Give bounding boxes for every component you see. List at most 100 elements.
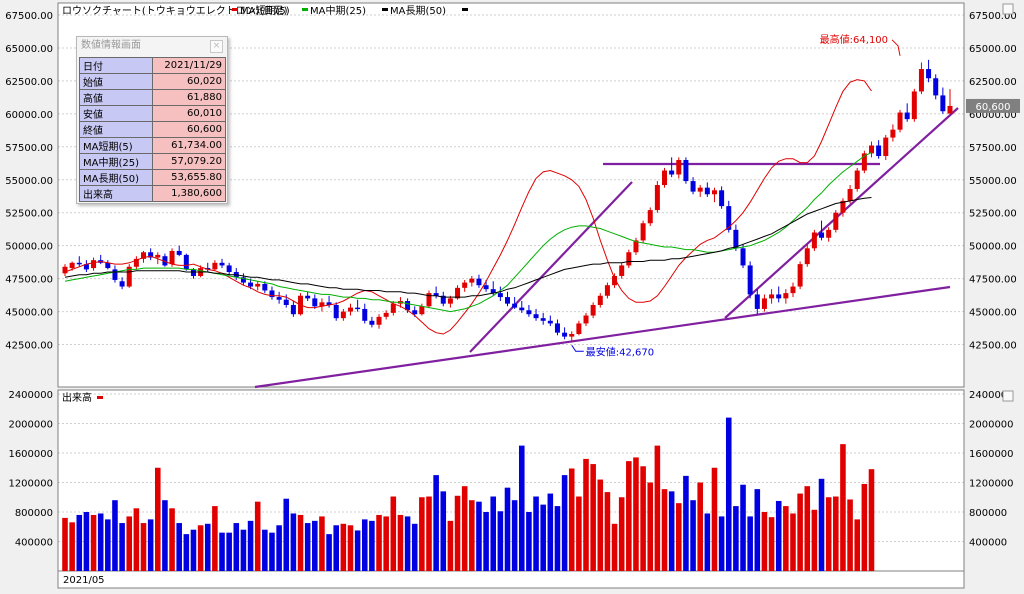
candle-body	[133, 258, 139, 267]
candle-body	[126, 266, 132, 287]
candle-body	[526, 310, 532, 315]
volume-bar	[197, 525, 204, 571]
volume-bar	[447, 520, 454, 571]
candle-body	[790, 286, 796, 294]
volume-bar	[476, 501, 482, 571]
volume-bar	[262, 529, 268, 571]
volume-bar	[269, 532, 275, 571]
volume-tick-label-left: 800000	[15, 508, 53, 519]
candle-body	[562, 332, 568, 337]
volume-bar	[540, 504, 546, 571]
candle-body	[761, 298, 767, 309]
volume-bar	[312, 520, 318, 571]
candle-body	[205, 268, 211, 270]
candle-body	[262, 283, 268, 291]
volume-bar	[176, 523, 182, 571]
volume-bar	[219, 532, 225, 571]
volume-bar	[119, 523, 125, 571]
price-tick-label-right: 50000.00	[969, 242, 1017, 253]
candle-body	[447, 298, 453, 304]
candle-body	[326, 302, 332, 305]
legend-label: MA中期(25)	[310, 4, 366, 17]
date-label: 2021/05	[63, 575, 105, 586]
candle-body	[462, 282, 468, 288]
candle-body	[476, 278, 482, 286]
volume-bar	[554, 506, 561, 571]
price-tick-label-right: 67500.00	[969, 11, 1017, 22]
high-leader	[891, 39, 901, 56]
volume-bar	[426, 496, 432, 571]
volume-bar	[333, 525, 339, 571]
volume-bar	[290, 513, 297, 571]
volume-panel-button	[1002, 390, 1014, 402]
candle-body	[754, 294, 760, 309]
candle-body	[833, 212, 839, 230]
info-panel[interactable]: 数値情報画面 × 日付 2021/11/29 始値 60,020 高値 61,880 安値 6…	[76, 36, 228, 204]
candle-body	[612, 275, 618, 286]
candle-body	[426, 293, 432, 307]
volume-bar	[226, 532, 232, 571]
volume-bar	[433, 475, 439, 571]
volume-bar	[654, 445, 661, 571]
close-icon[interactable]: ×	[210, 40, 223, 53]
candle-body	[190, 269, 196, 276]
candle-body	[490, 289, 496, 294]
info-value: 57,079.20	[152, 153, 226, 170]
chart-title: ロウソクチャート(トウキョウエレクトロン)(日足)	[62, 5, 288, 17]
candle-body	[355, 307, 361, 310]
candle-body	[704, 187, 710, 195]
candle-body	[776, 294, 782, 299]
candle-body	[62, 266, 68, 274]
grid-lines	[58, 14, 964, 542]
info-table: 日付 2021/11/29 始値 60,020 高値 61,880 安値 60,010 終値 60…	[79, 57, 226, 202]
volume-bar	[740, 484, 746, 571]
info-panel-title: 数値情報画面	[81, 40, 141, 51]
price-tick-label-right: 65000.00	[969, 44, 1017, 55]
info-key: 終値	[79, 121, 153, 138]
volume-bar	[711, 467, 718, 571]
candle-body	[719, 190, 725, 207]
ma-line-2	[64, 151, 872, 313]
volume-bar	[783, 506, 789, 571]
candle-body	[868, 145, 874, 154]
candle-body	[226, 265, 232, 273]
candle-body	[726, 206, 732, 230]
info-row: 日付 2021/11/29	[79, 57, 226, 74]
candle-body	[219, 262, 225, 266]
volume-bars	[62, 417, 875, 571]
volume-bar	[461, 486, 468, 571]
volume-bar	[747, 516, 753, 571]
candle-body	[947, 105, 953, 114]
info-row: 出来高 1,380,600	[79, 185, 226, 202]
candle-body	[469, 278, 475, 283]
volume-tick-label-right: 800000	[969, 508, 1007, 519]
price-tick-label-right: 62500.00	[969, 77, 1017, 88]
volume-bar	[354, 530, 361, 571]
volume-bar	[533, 496, 539, 571]
candle-body	[512, 303, 518, 308]
volume-bar	[169, 508, 175, 571]
candle-body	[690, 181, 696, 192]
info-key: MA中期(25)	[79, 153, 153, 170]
legend-swatch	[302, 8, 308, 11]
volume-bar	[126, 516, 133, 571]
candle-body	[883, 137, 889, 157]
volume-bar	[618, 497, 625, 571]
info-row: MA短期(5) 61,734.00	[79, 137, 226, 154]
volume-bar	[497, 511, 504, 571]
volume-bar	[626, 461, 632, 571]
candle-body	[697, 187, 703, 192]
volume-bar	[76, 514, 83, 571]
candle-body	[183, 254, 189, 270]
info-key: MA長期(50)	[79, 169, 153, 186]
candle-body	[747, 265, 753, 295]
candle-body	[840, 200, 846, 213]
volume-bar	[704, 513, 711, 571]
last-price-box	[966, 98, 1020, 113]
volume-bar	[347, 525, 354, 571]
price-tick-label-right: 52500.00	[969, 209, 1017, 220]
candle-body	[162, 256, 168, 266]
candle-body	[433, 293, 439, 296]
price-tick-label-left: 52500.00	[5, 209, 53, 220]
info-value: 60,600	[152, 121, 226, 138]
